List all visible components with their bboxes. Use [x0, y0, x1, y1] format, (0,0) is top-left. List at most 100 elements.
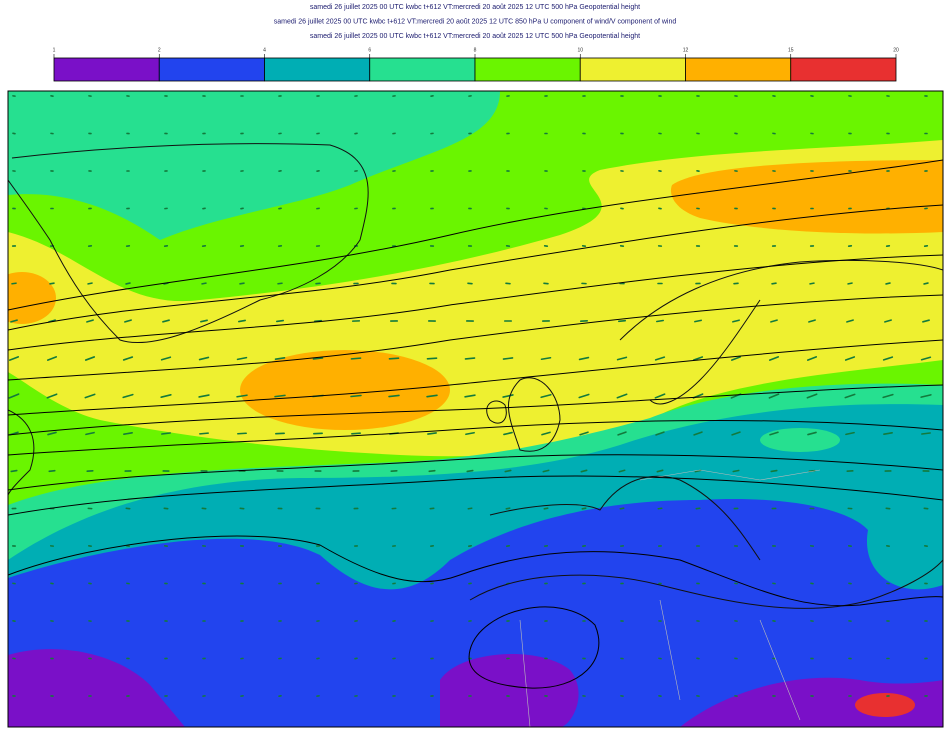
wind-arrow — [885, 282, 891, 285]
wind-arrow — [693, 431, 703, 436]
colorbar-tick-label: 6 — [368, 47, 371, 53]
wind-arrow — [769, 431, 779, 436]
wind-arrow — [920, 356, 932, 361]
wind-arrow — [882, 393, 894, 399]
colorbar-tick-label: 15 — [788, 47, 794, 53]
wind-arrow — [809, 282, 815, 285]
wind-arrow — [274, 394, 286, 398]
wind-arrow — [504, 469, 512, 473]
wind-arrow — [276, 319, 284, 323]
colorbar-segment — [474, 57, 581, 82]
wind-arrow — [616, 393, 628, 399]
wind-arrow — [162, 319, 170, 323]
colorbar-tick-label: 1 — [53, 47, 56, 53]
map-frame — [7, 90, 944, 728]
wind-arrow — [351, 432, 361, 435]
wind-arrow — [236, 394, 248, 398]
wind-arrow — [198, 356, 210, 361]
colorbar-tick-label: 20 — [893, 47, 899, 53]
field-blue — [8, 499, 943, 727]
contour — [8, 475, 943, 516]
wind-arrow — [770, 319, 778, 323]
colorbar-segment — [158, 57, 265, 82]
wind-arrow — [467, 507, 473, 510]
wind-arrow — [844, 393, 856, 399]
border — [519, 469, 821, 727]
wind-arrow — [46, 356, 58, 361]
wind-arrow — [808, 319, 816, 323]
colorbar-segment — [579, 57, 686, 82]
colorbar-tick-label: 4 — [263, 47, 266, 53]
wind-arrow — [123, 432, 133, 435]
wind-arrow — [122, 356, 134, 361]
wind-arrow — [617, 319, 627, 323]
wind-arrow — [768, 356, 780, 361]
header-line: samedi 26 juillet 2025 00 UTC kwbc t+612… — [274, 18, 677, 25]
map-fields — [8, 91, 943, 727]
contour — [8, 420, 943, 456]
wind-arrow — [160, 394, 172, 398]
wind-arrow — [8, 393, 20, 399]
colorbar-segment — [790, 57, 897, 82]
contour — [8, 254, 943, 351]
field-lime — [306, 197, 480, 264]
wind-arrow — [274, 357, 286, 360]
wind-arrow — [654, 356, 666, 361]
wind-arrow — [541, 431, 551, 436]
wind-arrow — [883, 432, 893, 435]
wind-arrow — [11, 282, 17, 285]
wind-arrow — [920, 394, 932, 398]
field-red — [855, 693, 915, 717]
coastline — [8, 143, 369, 344]
field-orange — [670, 160, 943, 234]
wind-arrow — [540, 356, 552, 361]
wind-arrow — [198, 394, 210, 398]
wind-arrow — [86, 319, 94, 323]
wind-arrow — [578, 356, 590, 361]
wind-arrows — [8, 95, 932, 697]
wind-arrow — [350, 394, 362, 398]
wind-arrow — [771, 282, 777, 285]
wind-arrow — [503, 431, 513, 436]
contours — [8, 159, 943, 689]
wind-arrow — [655, 431, 665, 436]
wind-arrow — [502, 357, 514, 360]
wind-arrow — [350, 357, 362, 360]
colorbar-segment — [264, 57, 371, 82]
wind-arrow — [464, 394, 476, 398]
wind-arrow — [542, 469, 550, 473]
wind-arrow — [543, 507, 549, 510]
wind-arrow — [656, 319, 664, 323]
wind-arrow — [84, 356, 96, 361]
wind-arrow — [313, 319, 323, 323]
header-line: samedi 26 juillet 2025 00 UTC kwbc t+612… — [310, 4, 640, 11]
wind-arrow — [882, 356, 894, 361]
wind-arrow — [236, 356, 248, 361]
contour — [8, 454, 943, 491]
wind-arrow — [694, 319, 702, 323]
wind-arrow — [580, 469, 588, 473]
wind-arrow — [731, 431, 741, 436]
wind-arrow — [426, 394, 438, 398]
coastline — [469, 475, 943, 609]
contour — [8, 204, 943, 331]
colorbar-tick-label: 8 — [474, 47, 477, 53]
contour — [8, 535, 943, 607]
colorbar: 1 2 4 6 8 10 12 15 20 — [53, 47, 899, 82]
map — [7, 90, 944, 728]
wind-arrow — [846, 319, 854, 323]
wind-arrow — [85, 431, 95, 436]
wind-arrow — [87, 282, 93, 285]
wind-arrow — [125, 282, 131, 285]
wind-arrow — [656, 469, 664, 473]
field-orange — [240, 350, 450, 430]
wind-arrow — [428, 469, 436, 473]
contour — [8, 339, 943, 416]
coastline — [619, 259, 943, 405]
colorbar-tick-label: 2 — [158, 47, 161, 53]
wind-arrow — [845, 431, 855, 436]
wind-arrow — [922, 319, 930, 323]
contour — [8, 384, 943, 436]
wind-arrow — [10, 469, 18, 473]
